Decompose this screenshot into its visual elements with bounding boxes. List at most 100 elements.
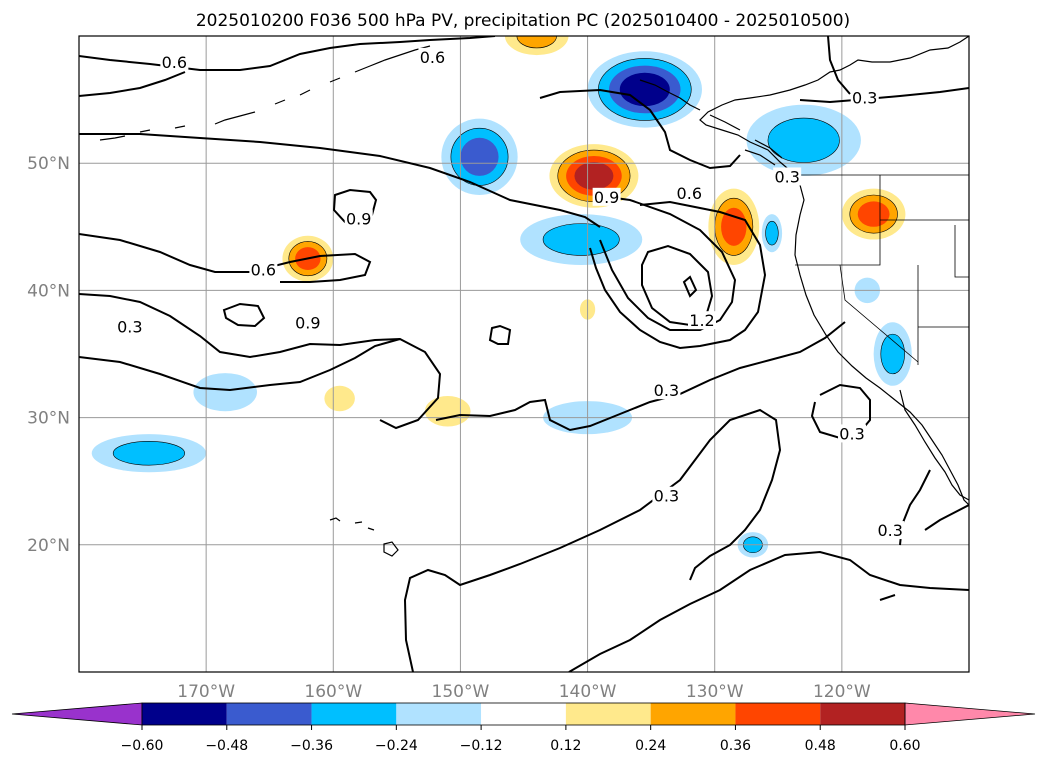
map-title: 2025010200 F036 500 hPa PV, precipitatio… [196, 11, 850, 31]
contour-label-bg [344, 209, 373, 228]
contour-label-bg [652, 486, 681, 505]
pv-contour-0.3-east-south [924, 504, 969, 531]
contour-label: 1.2 [689, 311, 714, 330]
north-america-coast [699, 36, 969, 506]
axis-tick-labels: 170°W 160°W 150°W 140°W 130°W 120°W 50°N 40°N 30… [27, 154, 871, 702]
positive-precip-anomaly [841, 188, 906, 240]
precip-shade-level [424, 395, 471, 427]
colorbar-labels: −0.60 −0.48 −0.36 −0.24 −0.12 0.12 0.24 0.36 0.4… [121, 725, 921, 754]
contour-label-bg [160, 52, 189, 71]
pv-contour-0.9-northwest [79, 71, 186, 97]
lat-tick-label: 50°N [27, 154, 70, 174]
precipitation-shading [91, 36, 912, 558]
contour-label: 0.9 [295, 314, 320, 333]
colorbar-segment [481, 703, 566, 725]
map-frame [78, 35, 970, 673]
lon-tick-label: 150°W [432, 682, 490, 702]
lon-tick-label: 170°W [177, 682, 235, 702]
pv-contours [79, 36, 969, 672]
colorbar-segment [142, 703, 227, 725]
colorbar-tick-label: −0.48 [205, 738, 248, 754]
contour-label: 0.6 [677, 184, 702, 203]
colorbar-tick-label: −0.24 [375, 738, 418, 754]
contour-label-bg [675, 184, 704, 202]
positive-precip-anomaly [324, 385, 355, 412]
negative-precip-anomaly [91, 434, 207, 473]
contour-label: 0.9 [594, 188, 619, 207]
pv-contour-0.3-eastern [827, 36, 851, 95]
contour-label: 0.3 [654, 487, 679, 506]
pv-contour-0.6-main [79, 133, 767, 350]
contour-label-bg [850, 88, 879, 107]
colorbar-tick-label: 0.48 [805, 738, 836, 754]
positive-precip-anomaly [708, 188, 760, 265]
precip-shade-level [193, 373, 257, 412]
precip-shade-level [574, 162, 614, 190]
colorbar-outline [141, 702, 906, 726]
contour-label: 0.3 [852, 89, 877, 108]
state-borders [795, 175, 969, 365]
colorbar-tick-label: 0.24 [635, 738, 666, 754]
colorbar-segment [820, 703, 905, 725]
coastlines [99, 36, 969, 557]
colorbar: −0.60 −0.48 −0.36 −0.24 −0.12 0.12 0.24 0.36 0.4… [11, 702, 1036, 754]
precip-shade-level [880, 333, 905, 375]
colorbar-segments [11, 702, 1036, 726]
contour-label: 0.3 [839, 424, 864, 443]
contour-label-bg [115, 317, 144, 336]
baja-gulf-coast [899, 389, 969, 501]
negative-precip-anomaly [587, 51, 702, 128]
pv-contour-0.3-west [79, 293, 442, 430]
contour-label: 0.6 [420, 48, 445, 67]
colorbar-segment [311, 703, 397, 725]
colorbar-tick-label: −0.36 [290, 738, 333, 754]
negative-precip-anomaly [761, 214, 783, 253]
precip-shade-level [765, 220, 779, 246]
pv-contour-0.6-west-ring [79, 233, 372, 283]
lon-tick-label: 130°W [686, 682, 744, 702]
positive-precip-anomaly [504, 36, 569, 56]
contour-labels: 0.6 0.6 0.9 0.9 0.6 0.3 0.9 0.6 0.3 0.3 1.2 0.3 0.3 0… [115, 47, 905, 540]
colorbar-extend-max [904, 702, 1036, 726]
contour-label: 0.9 [346, 209, 371, 228]
political-borders [790, 174, 969, 365]
colorbar-tick-label: −0.12 [460, 738, 503, 754]
contour-label-bg [876, 521, 905, 540]
hawaii-islands [329, 517, 399, 557]
lat-tick-label: 30°N [27, 409, 70, 429]
colorbar-segment [226, 703, 312, 725]
lon-tick-label: 140°W [559, 682, 617, 702]
negative-precip-anomaly [520, 214, 643, 265]
lat-tick-label: 20°N [27, 536, 70, 556]
pv-contour-0.6-north [79, 36, 496, 71]
precip-shade-level [542, 223, 620, 256]
precip-shade-level [767, 117, 840, 163]
precip-shade-level [460, 137, 499, 176]
contour-label: 0.6 [251, 260, 276, 279]
precip-shade-level [112, 440, 185, 466]
pv-contour-0.3-central [79, 338, 401, 392]
graticule [79, 36, 969, 672]
negative-precip-anomaly [873, 322, 912, 386]
pv-contour-small-closed [488, 324, 512, 345]
colorbar-tick-label: 0.12 [550, 738, 581, 754]
precip-shade-level [857, 201, 890, 227]
colorbar-segment [396, 703, 482, 725]
contour-label-bg [418, 47, 447, 66]
precip-shade-level [324, 385, 355, 412]
pv-contour-0.3-mid [435, 321, 846, 432]
lon-tick-label: 160°W [304, 682, 362, 702]
contour-label: 0.3 [117, 318, 142, 337]
contour-label-bg [773, 167, 802, 186]
precip-shade-level [721, 207, 747, 246]
contour-label: 0.3 [877, 521, 902, 540]
negative-precip-anomaly [441, 118, 518, 195]
pv-contour-0.9-west-oval [222, 302, 266, 328]
colorbar-extend-min [11, 702, 143, 726]
colorbar-segment [650, 703, 736, 725]
contour-label: 0.6 [162, 53, 187, 72]
contour-label-bg [652, 381, 681, 400]
contour-label-bg [688, 311, 716, 330]
pv-contour-0.9-center [599, 195, 737, 331]
